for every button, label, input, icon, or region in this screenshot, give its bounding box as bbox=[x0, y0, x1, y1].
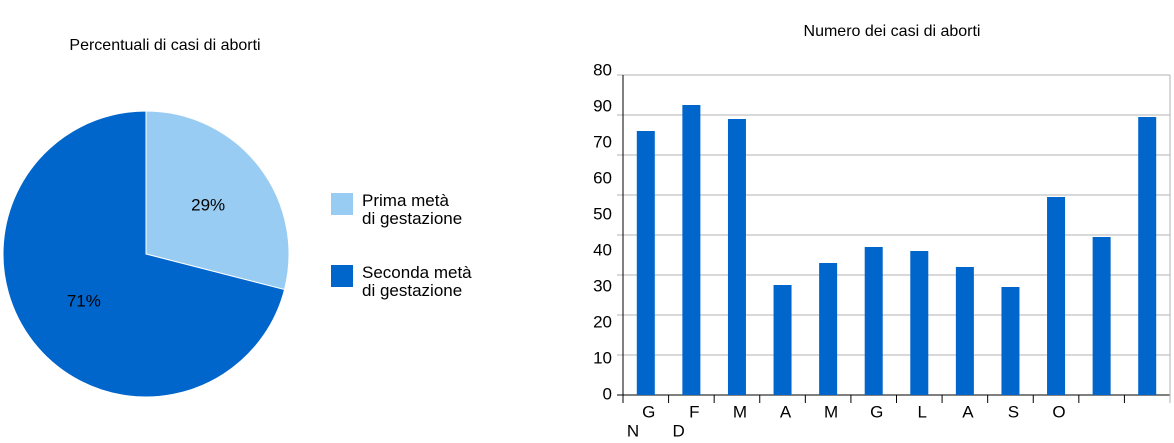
x-tick-label: L bbox=[918, 402, 927, 421]
x-tick-label: S bbox=[1008, 402, 1019, 421]
x-tick-label: G bbox=[642, 402, 655, 421]
legend-swatch bbox=[331, 265, 353, 287]
x-tick-label: D bbox=[672, 421, 684, 440]
bar bbox=[1001, 287, 1020, 395]
y-tick-label: 80 bbox=[593, 60, 612, 79]
bar bbox=[1138, 117, 1157, 395]
x-tick-label: M bbox=[824, 402, 838, 421]
y-tick-label: 40 bbox=[593, 240, 612, 259]
y-tick-label: 10 bbox=[593, 348, 612, 367]
y-tick-label: 70 bbox=[593, 132, 612, 151]
y-tick-label: 50 bbox=[593, 204, 612, 223]
x-tick-label: F bbox=[689, 402, 699, 421]
bar bbox=[773, 285, 792, 395]
bar bbox=[864, 247, 883, 395]
x-tick-label: A bbox=[780, 402, 792, 421]
bar bbox=[819, 263, 838, 395]
slice-label: 29% bbox=[191, 195, 225, 214]
bar bbox=[636, 131, 655, 395]
x-tick-label: M bbox=[733, 402, 747, 421]
bar bbox=[1092, 237, 1111, 395]
bar bbox=[955, 267, 974, 395]
x-tick-label: G bbox=[870, 402, 883, 421]
x-tick-label: A bbox=[962, 402, 974, 421]
bar bbox=[1047, 197, 1066, 395]
y-tick-label: 0 bbox=[603, 384, 612, 403]
y-tick-label: 60 bbox=[593, 168, 612, 187]
bar bbox=[682, 105, 701, 395]
slice-label: 71% bbox=[67, 292, 101, 311]
y-tick-label: 20 bbox=[593, 312, 612, 331]
y-tick-label: 30 bbox=[593, 276, 612, 295]
legend-label: Seconda metà di gestazione bbox=[362, 263, 472, 300]
pie-title: Percentuali di casi di aborti bbox=[69, 37, 260, 54]
bar-title: Numero dei casi di aborti bbox=[804, 23, 981, 40]
bar bbox=[910, 251, 929, 395]
legend-swatch bbox=[331, 193, 353, 215]
x-tick-label: O bbox=[1052, 402, 1065, 421]
legend-label: Prima metà di gestazione bbox=[362, 191, 462, 228]
x-tick-label: N bbox=[627, 421, 639, 440]
y-tick-label: 90 bbox=[593, 96, 612, 115]
pie-slice bbox=[145, 110, 290, 291]
bar bbox=[727, 119, 746, 395]
pie-slice bbox=[2, 110, 286, 398]
